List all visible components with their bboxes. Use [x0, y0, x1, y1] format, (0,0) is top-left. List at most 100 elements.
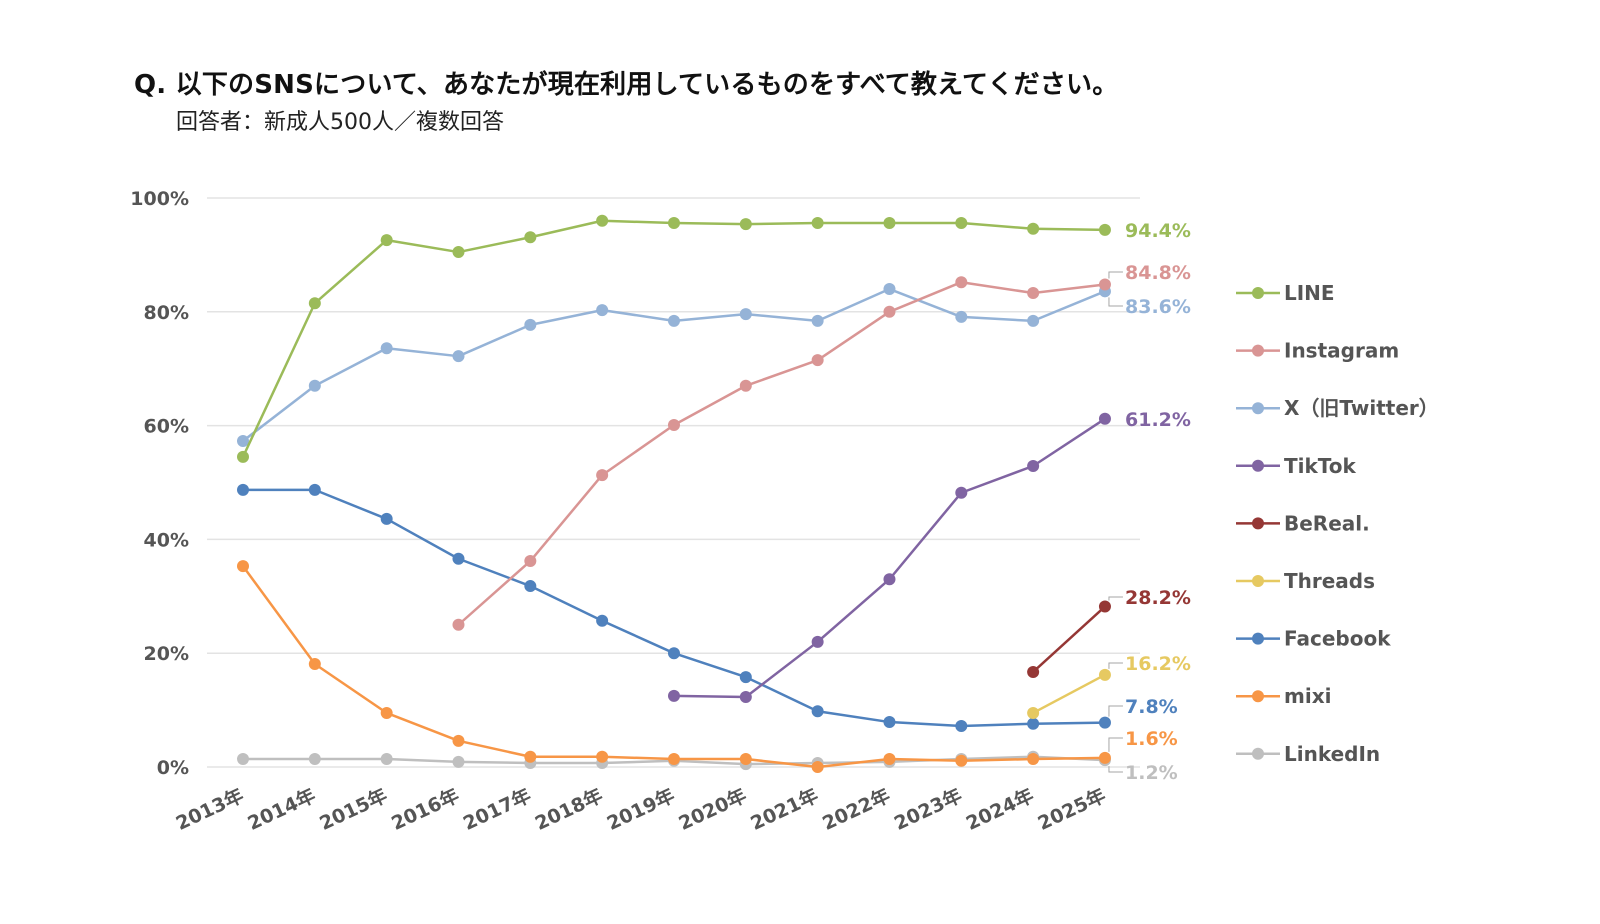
data-point — [955, 754, 968, 767]
data-point — [524, 750, 537, 763]
data-point — [237, 434, 249, 447]
legend: LINE Instagram X（旧Twitter） TikTok BeReal. Thr… — [1236, 281, 1439, 766]
series-instagram — [452, 276, 1111, 631]
legend-item: LINE — [1236, 281, 1335, 305]
leader-line — [1108, 766, 1123, 773]
data-point — [596, 750, 609, 763]
legend-label: LinkedIn — [1284, 742, 1380, 766]
data-label: 61.2% — [1125, 409, 1191, 431]
leader-line — [1108, 297, 1123, 307]
data-point — [955, 310, 968, 323]
data-point — [308, 753, 321, 766]
data-point — [883, 283, 896, 296]
legend-item: Facebook — [1236, 627, 1391, 651]
leader-line — [1108, 737, 1123, 752]
legend-item: BeReal. — [1236, 511, 1370, 535]
data-point — [596, 304, 609, 317]
data-point — [955, 720, 968, 733]
data-point — [1098, 751, 1111, 764]
data-point — [1098, 223, 1111, 236]
legend-marker-icon — [1252, 632, 1264, 645]
data-point — [739, 379, 752, 392]
data-point — [739, 308, 752, 321]
data-point — [667, 419, 680, 432]
data-label: 83.6% — [1125, 296, 1191, 318]
series-lines — [237, 214, 1111, 773]
y-tick-label: 80% — [144, 302, 189, 324]
legend-label: X（旧Twitter） — [1284, 396, 1439, 420]
data-label: 84.8% — [1125, 262, 1191, 284]
data-point — [811, 761, 824, 773]
data-point — [739, 218, 752, 231]
y-tick-label: 20% — [144, 643, 189, 665]
legend-label: Facebook — [1284, 627, 1391, 651]
x-tick-label: 2014年 — [244, 784, 319, 835]
series-threads — [1027, 668, 1111, 719]
legend-marker-icon — [1252, 287, 1264, 299]
series-line — [673, 417, 1106, 699]
leader-line — [1108, 271, 1123, 279]
x-tick-label: 2020年 — [675, 784, 750, 835]
data-label: 16.2% — [1125, 653, 1191, 675]
data-point — [1098, 668, 1111, 681]
data-point — [1027, 706, 1040, 719]
data-point — [524, 318, 537, 331]
data-point — [955, 276, 968, 289]
data-point — [308, 379, 321, 392]
data-point — [380, 706, 393, 719]
data-point — [667, 647, 680, 660]
data-point — [739, 671, 752, 684]
end-data-labels: 94.4% 84.8% 83.6% 61.2% 28.2% 16.2% 7.8% 1.6% 1.… — [1108, 220, 1191, 784]
x-tick-label: 2024年 — [962, 784, 1037, 835]
data-point — [955, 486, 968, 499]
data-point — [1098, 716, 1111, 729]
data-point — [524, 555, 537, 568]
data-point — [1027, 287, 1040, 300]
series-bereal — [1027, 600, 1111, 678]
x-tick-label: 2023年 — [891, 784, 966, 835]
data-point — [596, 614, 609, 627]
x-tick-label: 2021年 — [747, 784, 822, 835]
series-tiktok — [667, 412, 1111, 704]
data-point — [883, 217, 896, 230]
leader-line — [1108, 596, 1123, 601]
legend-marker-icon — [1252, 690, 1264, 703]
data-point — [452, 755, 465, 768]
chart-title: Q. 以下のSNSについて、あなたが現在利用しているものをすべて教えてください。 — [134, 70, 1119, 100]
data-point — [1027, 459, 1040, 472]
series-xtwitter — [237, 283, 1111, 447]
y-tick-label: 60% — [144, 416, 189, 438]
data-point — [811, 314, 824, 327]
data-point — [1098, 278, 1111, 291]
data-point — [237, 560, 249, 573]
data-point — [1027, 665, 1040, 678]
series-line — [1032, 673, 1106, 715]
x-tick-label: 2017年 — [460, 784, 535, 835]
data-point — [667, 217, 680, 230]
data-point — [883, 573, 896, 586]
data-point — [1027, 717, 1040, 730]
data-point — [596, 214, 609, 227]
data-point — [1027, 753, 1040, 766]
legend-marker-icon — [1252, 575, 1264, 587]
legend-item: LinkedIn — [1236, 742, 1380, 766]
data-point — [452, 350, 465, 363]
legend-item: X（旧Twitter） — [1236, 396, 1439, 420]
data-point — [237, 450, 249, 463]
data-label: 1.2% — [1125, 762, 1178, 784]
legend-marker-icon — [1252, 459, 1264, 472]
data-point — [1027, 222, 1040, 235]
data-point — [380, 234, 393, 247]
data-point — [1098, 412, 1111, 425]
data-point — [667, 753, 680, 766]
data-point — [380, 753, 393, 766]
y-tick-label: 0% — [157, 757, 189, 779]
y-tick-label: 100% — [130, 188, 189, 210]
series-line — [237, 214, 1111, 463]
data-point — [237, 483, 249, 496]
legend-marker-icon — [1252, 402, 1264, 415]
legend-marker-icon — [1252, 344, 1264, 357]
leader-line — [1108, 705, 1123, 717]
data-point — [237, 753, 249, 766]
